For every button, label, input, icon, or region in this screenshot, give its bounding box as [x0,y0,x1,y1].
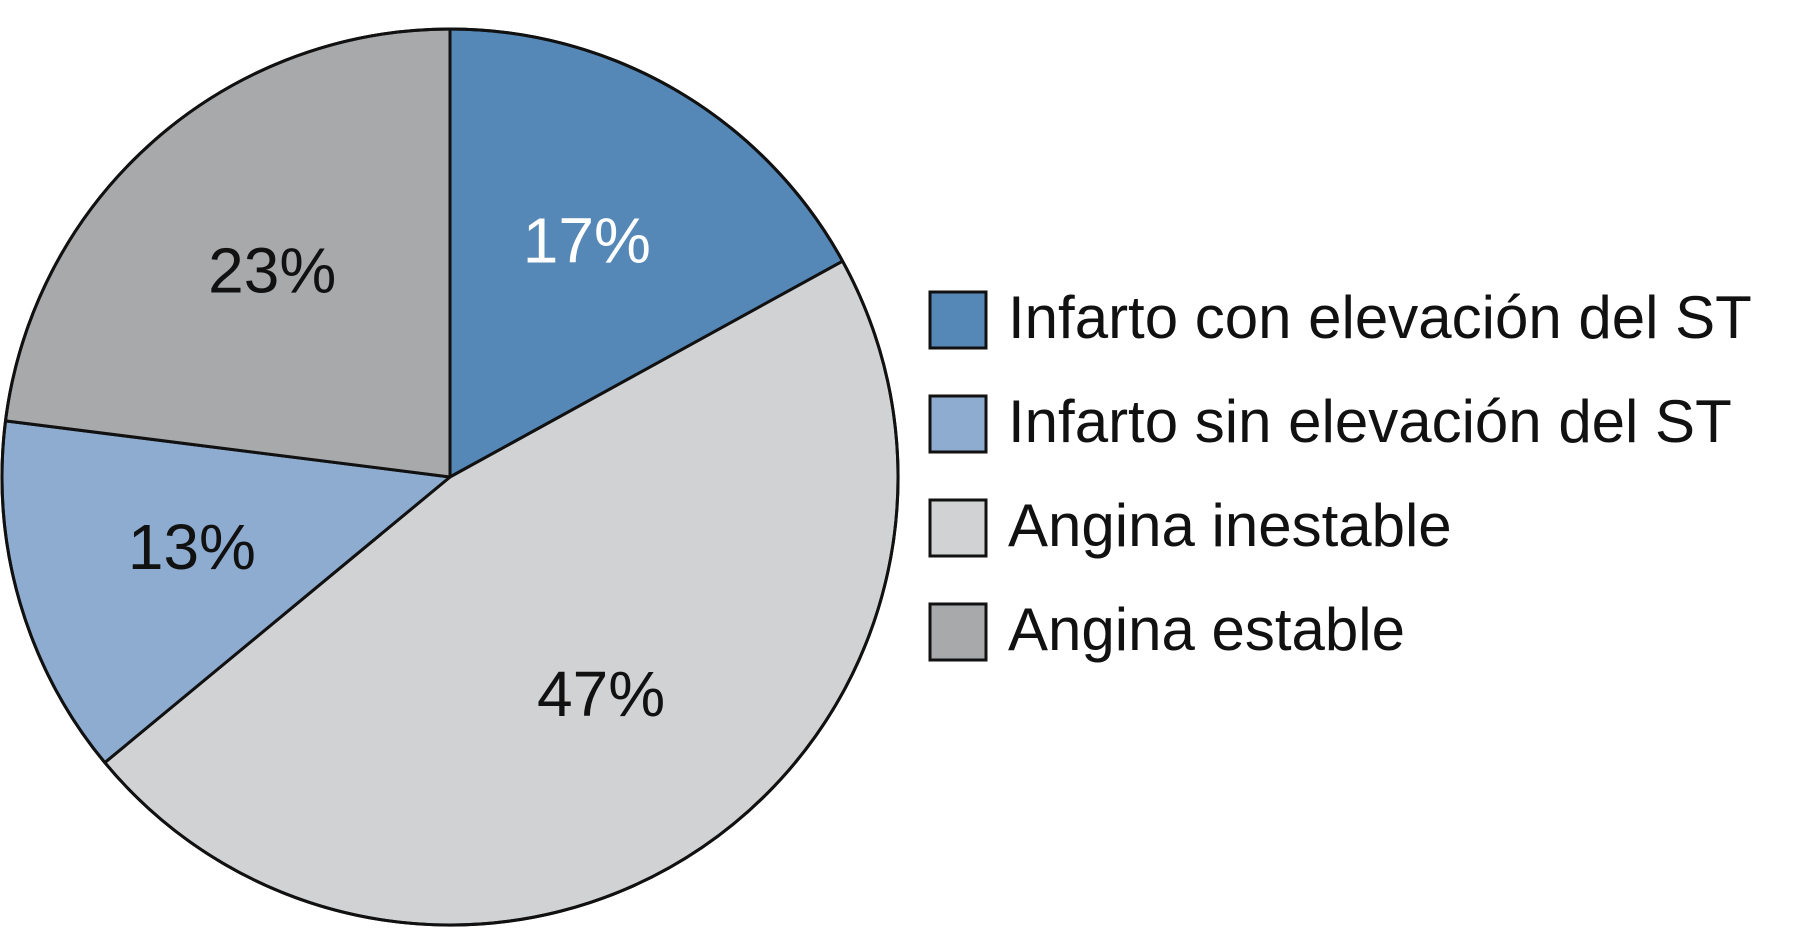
legend-swatch-infarto-con-elevacion-del-st [928,290,988,350]
legend-label-angina-inestable: Angina inestable [1008,492,1452,559]
legend-swatch-infarto-sin-elevacion-del-st [928,394,988,454]
legend-swatch-angina-inestable [928,498,988,558]
pie-slices [0,27,900,927]
slice-label-infarto-sin-elevacion-del-st: 13% [128,511,256,583]
slice-label-angina-estable: 23% [208,234,336,306]
pie-outline [0,27,900,927]
legend-label-infarto-con-elevacion-del-st: Infarto con elevación del ST [1008,284,1752,351]
legend-label-angina-estable: Angina estable [1008,596,1405,663]
legend: Infarto con elevación del ST Infarto sin … [928,284,1752,663]
legend-swatch-angina-estable [928,602,988,662]
slice-label-angina-inestable: 47% [537,658,665,730]
legend-item-angina-estable: Angina estable [928,596,1405,663]
legend-item-infarto-con-elevacion-del-st: Infarto con elevación del ST [928,284,1752,351]
legend-item-angina-inestable: Angina inestable [928,492,1452,559]
legend-item-infarto-sin-elevacion-del-st: Infarto sin elevación del ST [928,388,1732,455]
legend-label-infarto-sin-elevacion-del-st: Infarto sin elevación del ST [1008,388,1732,455]
slice-label-infarto-con-elevacion-del-st: 17% [523,205,651,277]
pie-slice-labels: 17% 47% 13% 23% [128,205,665,731]
